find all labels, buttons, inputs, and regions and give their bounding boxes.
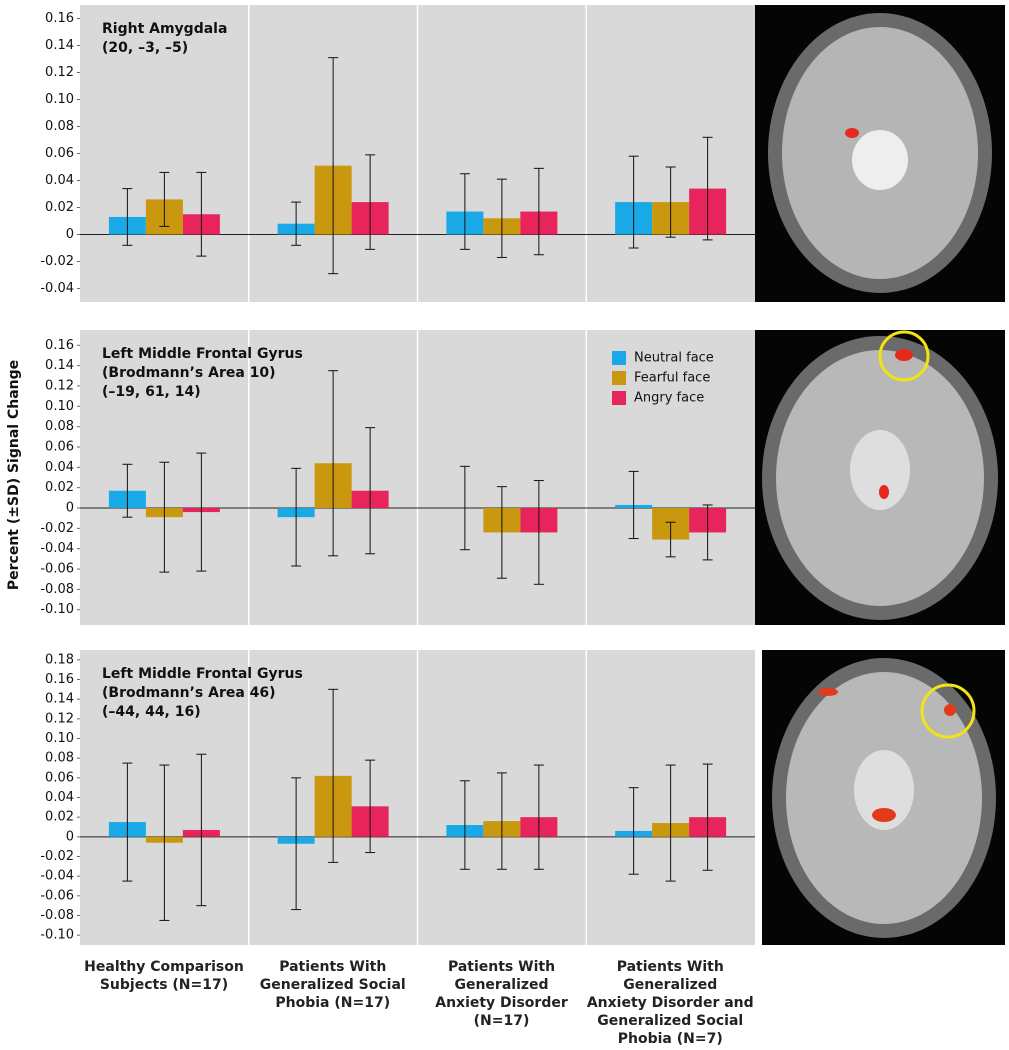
legend-label: Angry face (634, 391, 704, 406)
legend-swatch (612, 351, 626, 365)
y-tick-label: 0.08 (45, 751, 74, 766)
panel-title: Right Amygdala (102, 21, 227, 37)
y-axis-label: Percent (±SD) Signal Change (6, 360, 22, 590)
y-tick-label: 0.16 (45, 672, 74, 687)
panel-title: (Brodmann’s Area 10) (102, 365, 276, 381)
y-tick-label: -0.08 (40, 908, 74, 923)
y-tick-label: 0 (66, 227, 74, 242)
brain-image (755, 330, 1005, 625)
y-tick-label: 0.10 (45, 399, 74, 414)
y-tick-label: 0.18 (45, 652, 74, 667)
y-tick-label: 0.12 (45, 65, 74, 80)
y-tick-label: 0.16 (45, 338, 74, 353)
panel-title: Left Middle Frontal Gyrus (102, 666, 303, 682)
panel-title: (–44, 44, 16) (102, 704, 201, 720)
y-tick-label: 0 (66, 829, 74, 844)
panel-title: (–19, 61, 14) (102, 384, 201, 400)
category-label: Patients With Generalized Anxiety Disord… (435, 959, 568, 1029)
y-tick-label: 0.10 (45, 731, 74, 746)
y-tick-label: 0.12 (45, 378, 74, 393)
y-tick-label: -0.04 (40, 281, 74, 296)
y-tick-label: 0.08 (45, 119, 74, 134)
panel-title: (20, –3, –5) (102, 40, 188, 56)
y-tick-label: -0.02 (40, 849, 74, 864)
legend-swatch (612, 391, 626, 405)
y-tick-label: 0.14 (45, 38, 74, 53)
y-tick-label: 0.06 (45, 439, 74, 454)
y-tick-label: 0.06 (45, 146, 74, 161)
y-tick-label: -0.04 (40, 541, 74, 556)
legend-label: Fearful face (634, 371, 710, 386)
category-label: Healthy Comparison Subjects (N=17) (84, 959, 244, 993)
category-label: Patients With Generalized Social Phobia … (259, 959, 406, 1011)
y-tick-label: 0.06 (45, 770, 74, 785)
y-tick-label: 0 (66, 501, 74, 516)
y-tick-label: 0.04 (45, 173, 74, 188)
y-tick-label: -0.02 (40, 521, 74, 536)
y-tick-label: -0.10 (40, 602, 74, 617)
category-label: Patients With Generalized Anxiety Disord… (586, 959, 754, 1047)
panel-title: Left Middle Frontal Gyrus (102, 346, 303, 362)
y-tick-label: 0.02 (45, 810, 74, 825)
y-tick-label: 0.04 (45, 790, 74, 805)
y-tick-label: 0.04 (45, 460, 74, 475)
y-tick-label: -0.04 (40, 869, 74, 884)
y-tick-label: 0.12 (45, 711, 74, 726)
y-tick-label: -0.10 (40, 928, 74, 943)
brain-image (762, 650, 1005, 945)
y-tick-label: 0.02 (45, 480, 74, 495)
legend-label: Neutral face (634, 351, 714, 366)
panel-title: (Brodmann’s Area 46) (102, 685, 276, 701)
y-tick-label: 0.14 (45, 692, 74, 707)
brain-image (755, 5, 1005, 302)
y-tick-label: -0.02 (40, 254, 74, 269)
y-tick-label: 0.10 (45, 92, 74, 107)
y-tick-label: 0.08 (45, 419, 74, 434)
y-tick-label: -0.06 (40, 888, 74, 903)
y-tick-label: -0.08 (40, 582, 74, 597)
y-tick-label: 0.02 (45, 200, 74, 215)
y-tick-label: 0.14 (45, 358, 74, 373)
y-tick-label: 0.16 (45, 11, 74, 26)
y-tick-label: -0.06 (40, 562, 74, 577)
legend-swatch (612, 371, 626, 385)
